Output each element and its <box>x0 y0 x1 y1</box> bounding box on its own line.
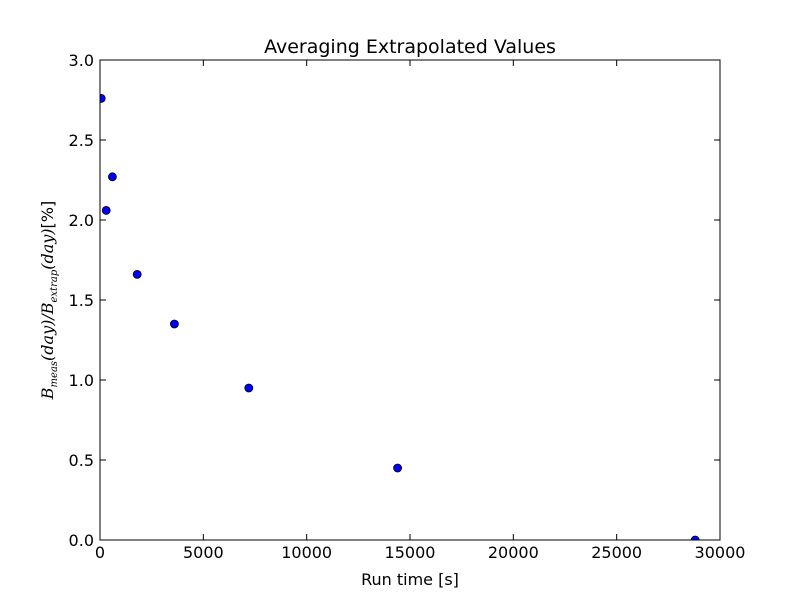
x-tick-label: 15000 <box>385 543 436 562</box>
x-tick-label: 30000 <box>695 543 746 562</box>
chart-title: Averaging Extrapolated Values <box>264 36 556 58</box>
y-tick-label: 0.5 <box>69 451 94 470</box>
x-axis-label: Run time [s] <box>361 570 459 589</box>
x-tick-label: 25000 <box>591 543 642 562</box>
data-point <box>690 535 700 540</box>
y-tick-label: 1.5 <box>69 291 94 310</box>
x-tick-label: 20000 <box>488 543 539 562</box>
x-tick-label: 10000 <box>281 543 332 562</box>
data-point <box>132 269 142 279</box>
data-point <box>101 205 111 215</box>
y-axis-label: Bmeas(day)/Bextrap(day)[%] <box>38 201 60 400</box>
tick-labels-layer: 0 5000 10000 15000 20000 25000 30000 0.0 0.5 1.0 1… <box>69 51 746 562</box>
data-point <box>169 319 179 329</box>
y-tick-label: 2.5 <box>69 131 94 150</box>
y-tick-label: 1.0 <box>69 371 94 390</box>
plot-frame <box>99 59 721 541</box>
ticks-layer <box>99 59 721 541</box>
y-tick-label: 3.0 <box>69 51 94 70</box>
y-tick-label: 2.0 <box>69 211 94 230</box>
x-tick-label: 5000 <box>183 543 224 562</box>
data-point <box>244 383 254 393</box>
y-tick-label: 0.0 <box>69 531 94 550</box>
data-point <box>108 172 117 182</box>
data-point <box>393 463 403 473</box>
x-tick-label: 0 <box>95 543 105 562</box>
points-layer <box>100 94 700 540</box>
data-point <box>100 94 106 103</box>
